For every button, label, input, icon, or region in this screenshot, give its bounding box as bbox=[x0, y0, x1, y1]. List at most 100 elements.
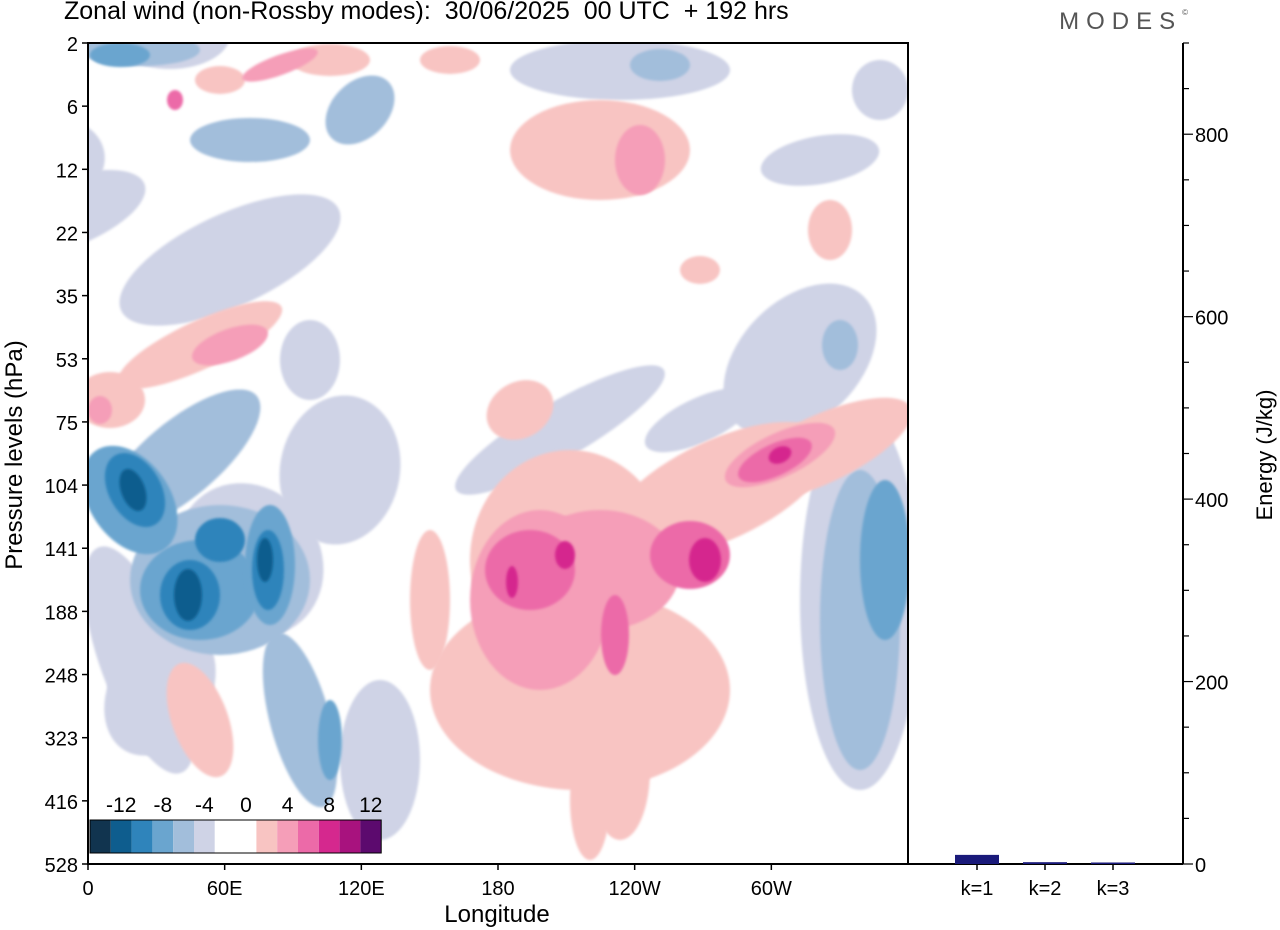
heatmap-plot bbox=[88, 43, 908, 860]
energy-bar bbox=[1023, 862, 1067, 864]
legend-label: 8 bbox=[323, 794, 335, 817]
energy-tick-label: 800 bbox=[1195, 125, 1228, 147]
brand-mark: © bbox=[1182, 8, 1188, 17]
field-blob-2 bbox=[88, 169, 146, 261]
field-blob-31 bbox=[90, 43, 150, 67]
legend-swatch bbox=[131, 820, 153, 853]
y-tick-label: 248 bbox=[45, 666, 78, 688]
legend-swatch bbox=[90, 820, 111, 853]
field-blob-49 bbox=[680, 256, 720, 284]
legend-swatch bbox=[110, 820, 132, 853]
energy-tick-label: 600 bbox=[1195, 308, 1228, 330]
field-blob-68 bbox=[555, 541, 575, 569]
field-blob-52 bbox=[570, 740, 610, 860]
legend-swatch bbox=[235, 820, 257, 853]
color-legend: -12 -8 -4 0 4 8 12 bbox=[89, 794, 382, 854]
x-tick-label: 120W bbox=[609, 878, 661, 900]
field-blob-23 bbox=[630, 49, 690, 81]
field-blob-61 bbox=[615, 125, 665, 195]
legend-frame bbox=[89, 819, 382, 854]
pressure-axis: 2 6 12 22 35 53 75 104 141 188 248 323 416 528 bbox=[45, 34, 88, 877]
legend-swatch bbox=[318, 820, 340, 853]
legend-label: -12 bbox=[106, 794, 136, 817]
y-tick-label: 75 bbox=[56, 413, 78, 435]
brand-logo: MODES© bbox=[1059, 8, 1188, 36]
field-blob-67 bbox=[167, 90, 183, 110]
bar-category-label: k=2 bbox=[1029, 878, 1062, 900]
field-blob-38 bbox=[257, 538, 273, 582]
field-blob-5 bbox=[279, 395, 401, 545]
x-tick-label: 60E bbox=[207, 878, 243, 900]
y-tick-label: 323 bbox=[45, 729, 78, 751]
field-blob-58 bbox=[520, 510, 680, 630]
field-blob-16 bbox=[88, 546, 196, 774]
y-tick-label: 35 bbox=[56, 287, 78, 309]
energy-tick-label: 0 bbox=[1195, 855, 1206, 877]
field-blob-37 bbox=[174, 569, 202, 621]
field-blob-54 bbox=[420, 46, 480, 74]
bar-category-label: k=1 bbox=[961, 878, 994, 900]
field-blob-12 bbox=[340, 680, 420, 840]
energy-bar bbox=[1091, 862, 1135, 864]
field-blob-65 bbox=[601, 595, 629, 675]
y-tick-label: 2 bbox=[67, 34, 78, 56]
field-blob-55 bbox=[195, 66, 245, 94]
energy-tick-label: 400 bbox=[1195, 490, 1228, 512]
legend-swatch bbox=[360, 820, 382, 853]
legend-label: 4 bbox=[282, 794, 294, 817]
legend-swatch bbox=[173, 820, 194, 853]
y-tick-label: 188 bbox=[45, 602, 78, 624]
field-blob-56 bbox=[192, 324, 268, 366]
y-tick-label: 53 bbox=[56, 350, 78, 372]
y-tick-label: 416 bbox=[45, 792, 78, 814]
energy-tick-label: 200 bbox=[1195, 673, 1228, 695]
legend-swatch bbox=[214, 820, 236, 853]
field-blob-9 bbox=[510, 43, 730, 100]
legend-label: -4 bbox=[195, 794, 214, 817]
energy-bar-panel: 0 200 400 600 800 k=1 k=2 k=3 bbox=[908, 42, 1228, 900]
legend-swatch bbox=[339, 820, 361, 853]
field-blob-19 bbox=[262, 632, 338, 808]
legend-swatch bbox=[277, 820, 298, 853]
brand-text: MODES bbox=[1059, 8, 1183, 35]
field-blob-29 bbox=[318, 700, 342, 780]
y-tick-label: 6 bbox=[67, 97, 78, 119]
legend-swatch bbox=[194, 820, 215, 853]
field-blob-11 bbox=[455, 365, 665, 495]
x-tick-label: 60W bbox=[751, 878, 792, 900]
longitude-axis: 0 60E 120E 180 120W 60W bbox=[82, 864, 792, 900]
field-blob-50 bbox=[486, 380, 554, 440]
chart-title: Zonal wind (non-Rossby modes): 30/06/202… bbox=[64, 0, 789, 25]
field-blob-70 bbox=[506, 566, 518, 598]
field-blob-60 bbox=[242, 48, 318, 82]
field-blob-25 bbox=[822, 320, 858, 370]
y-tick-label: 12 bbox=[56, 160, 78, 182]
x-tick-label: 0 bbox=[82, 878, 93, 900]
legend-label: -8 bbox=[153, 794, 172, 817]
y-tick-label: 22 bbox=[56, 223, 78, 245]
energy-bar bbox=[955, 854, 999, 864]
field-blob-10 bbox=[760, 134, 880, 186]
legend-swatch bbox=[256, 820, 278, 853]
legend-swatch bbox=[152, 820, 174, 853]
y-tick-label: 141 bbox=[45, 539, 78, 561]
y-tick-label: 104 bbox=[45, 476, 78, 498]
y-axis-label: Pressure levels (hPa) bbox=[1, 340, 28, 569]
field-blob-62 bbox=[88, 396, 112, 424]
legend-swatch bbox=[298, 820, 319, 853]
field-blob-13 bbox=[280, 320, 340, 400]
field-blob-69 bbox=[689, 538, 721, 582]
field-blob-35 bbox=[195, 518, 245, 562]
legend-label: 0 bbox=[240, 794, 252, 817]
x-tick-label: 180 bbox=[481, 878, 514, 900]
field-blob-71 bbox=[768, 446, 792, 464]
legend-label: 12 bbox=[359, 794, 382, 817]
bar-category-label: k=3 bbox=[1097, 878, 1130, 900]
field-blob-3 bbox=[119, 194, 341, 326]
x-tick-label: 120E bbox=[338, 878, 385, 900]
field-blob-15 bbox=[852, 60, 908, 120]
field-blob-47 bbox=[410, 530, 450, 670]
y-tick-label: 528 bbox=[45, 855, 78, 877]
field-blob-24 bbox=[190, 118, 310, 162]
